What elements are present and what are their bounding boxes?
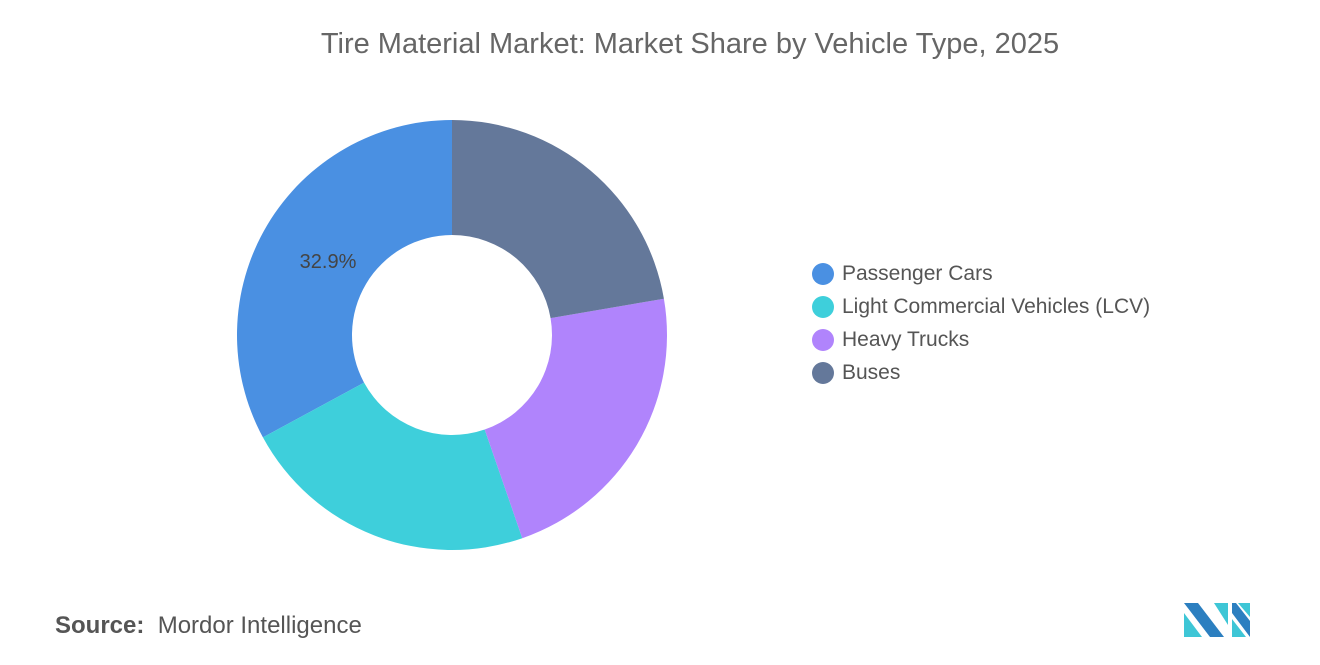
slice-light-commercial-vehicles-lcv	[262, 382, 523, 550]
legend-item: Heavy Trucks	[812, 323, 1150, 356]
source-value: Mordor Intelligence	[157, 612, 362, 639]
slice-heavy-trucks	[484, 298, 667, 539]
donut-chart: 32.9%	[236, 120, 667, 550]
legend-swatch	[812, 361, 834, 384]
legend-item: Passenger Cars	[812, 257, 1150, 290]
chart-title: Tire Material Market: Market Share by Ve…	[320, 28, 1060, 60]
source-label: Source:	[55, 612, 145, 639]
legend-label: Light Commercial Vehicles (LCV)	[842, 294, 1151, 318]
legend-swatch	[812, 262, 834, 285]
legend-swatch	[812, 328, 834, 351]
legend-swatch	[812, 295, 834, 318]
data-label: 32.9%	[300, 251, 357, 273]
legend-label: Heavy Trucks	[842, 327, 970, 351]
legend: Passenger Cars Light Commercial Vehicles …	[812, 257, 1150, 389]
mordor-logo	[1184, 603, 1250, 637]
slice-passenger-cars	[236, 120, 452, 438]
legend-label: Passenger Cars	[842, 261, 993, 285]
legend-item: Light Commercial Vehicles (LCV)	[812, 290, 1150, 323]
legend-item: Buses	[812, 356, 1150, 389]
slice-buses	[452, 120, 664, 319]
legend-label: Buses	[842, 360, 901, 384]
source-note: Source: Mordor Intelligence	[55, 612, 362, 640]
